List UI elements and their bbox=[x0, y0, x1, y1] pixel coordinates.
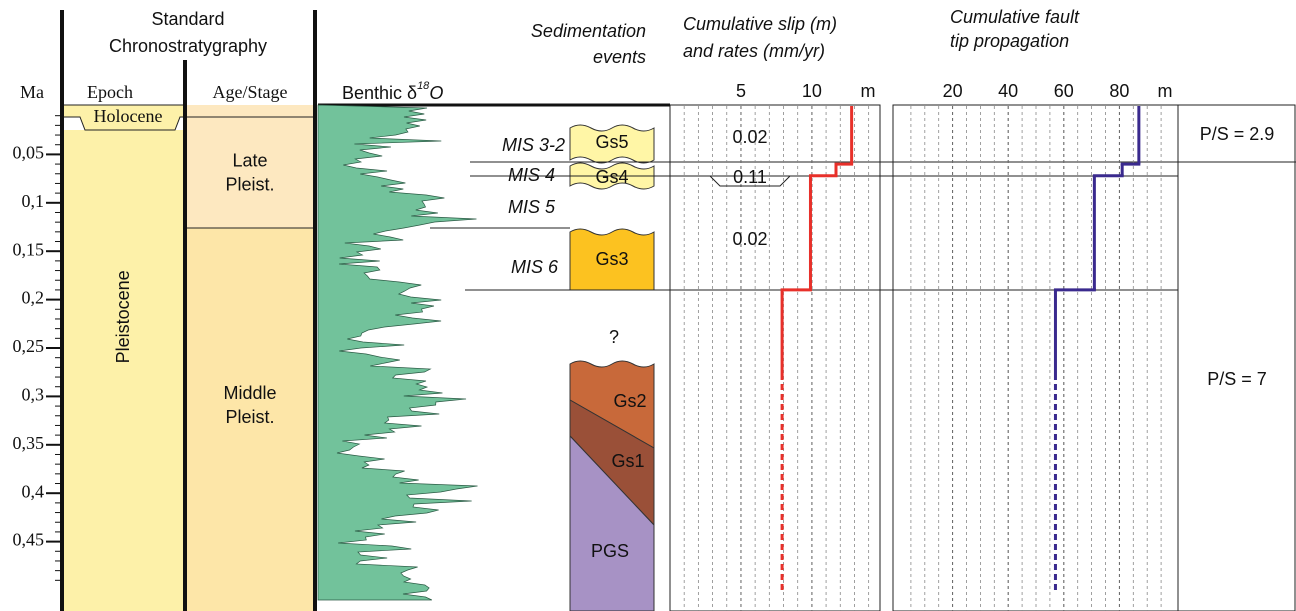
header: Ma bbox=[20, 82, 44, 102]
header: events bbox=[593, 47, 646, 67]
header: 18 bbox=[417, 80, 430, 92]
y-tick-label: 0,4 bbox=[22, 481, 45, 501]
sediment-label: Gs2 bbox=[613, 391, 646, 411]
propagation-panel bbox=[893, 105, 1178, 611]
stage-label: Pleist. bbox=[225, 174, 274, 194]
epoch-label: Pleistocene bbox=[113, 270, 133, 363]
x-tick-label: 80 bbox=[1109, 81, 1129, 101]
y-tick-label: 0,35 bbox=[13, 433, 45, 453]
y-tick-label: 0,2 bbox=[22, 288, 45, 308]
pleistocene-fill bbox=[62, 130, 185, 611]
y-tick-label: 0,1 bbox=[22, 191, 45, 211]
header: Benthic δ18O bbox=[342, 80, 443, 103]
header: and rates (mm/yr) bbox=[683, 41, 825, 61]
x-tick-label: 20 bbox=[943, 81, 963, 101]
header: Age/Stage bbox=[213, 82, 288, 102]
x-tick-label: 60 bbox=[1054, 81, 1074, 101]
stage-label: Middle bbox=[223, 383, 276, 403]
unit-label: m bbox=[1158, 81, 1173, 101]
header: Benthic δ bbox=[342, 83, 417, 103]
mis-label: MIS 5 bbox=[508, 197, 556, 217]
sediment-label: Gs4 bbox=[595, 167, 628, 187]
header: Chronostratygraphy bbox=[109, 36, 267, 56]
header: Epoch bbox=[87, 82, 133, 102]
sediment-label: ? bbox=[609, 327, 619, 347]
stage-label: Pleist. bbox=[225, 407, 274, 427]
ps-label: P/S = 7 bbox=[1207, 369, 1267, 389]
figure: Standard Chronostratygraphy Ma Epoch Age… bbox=[0, 0, 1296, 611]
y-tick-label: 0,15 bbox=[13, 239, 45, 259]
header: Standard bbox=[151, 9, 224, 29]
header: O bbox=[429, 83, 443, 103]
y-tick-label: 0,05 bbox=[13, 143, 45, 163]
benthic-curve bbox=[318, 105, 478, 600]
mis-label: MIS 3-2 bbox=[502, 135, 565, 155]
x-tick-label: 10 bbox=[802, 81, 822, 101]
header: tip propagation bbox=[950, 31, 1069, 51]
header: Sedimentation bbox=[531, 21, 646, 41]
y-tick-label: 0,3 bbox=[22, 385, 45, 405]
rate-label: 0.02 bbox=[732, 127, 767, 147]
x-tick-label: 40 bbox=[998, 81, 1018, 101]
stage-label: Late bbox=[232, 150, 267, 170]
epoch-label: Holocene bbox=[94, 106, 163, 126]
ps-label: P/S = 2.9 bbox=[1200, 124, 1275, 144]
mis-label: MIS 6 bbox=[511, 257, 559, 277]
header: Cumulative fault bbox=[950, 7, 1080, 27]
y-tick-label: 0,25 bbox=[13, 336, 45, 356]
y-tick-label: 0,45 bbox=[13, 530, 45, 550]
x-tick-label: 5 bbox=[736, 81, 746, 101]
rate-label: 0.11 bbox=[733, 167, 767, 187]
sediment-label: Gs3 bbox=[595, 249, 628, 269]
rate-label: 0.02 bbox=[732, 229, 767, 249]
sediment-label: Gs5 bbox=[595, 132, 628, 152]
sediment-label: Gs1 bbox=[611, 451, 644, 471]
unit-label: m bbox=[861, 81, 876, 101]
mis-label: MIS 4 bbox=[508, 165, 555, 185]
slip-panel bbox=[670, 105, 880, 611]
ps-panel bbox=[1178, 105, 1295, 611]
header: Cumulative slip (m) bbox=[683, 14, 837, 34]
sediment-label: PGS bbox=[591, 541, 629, 561]
